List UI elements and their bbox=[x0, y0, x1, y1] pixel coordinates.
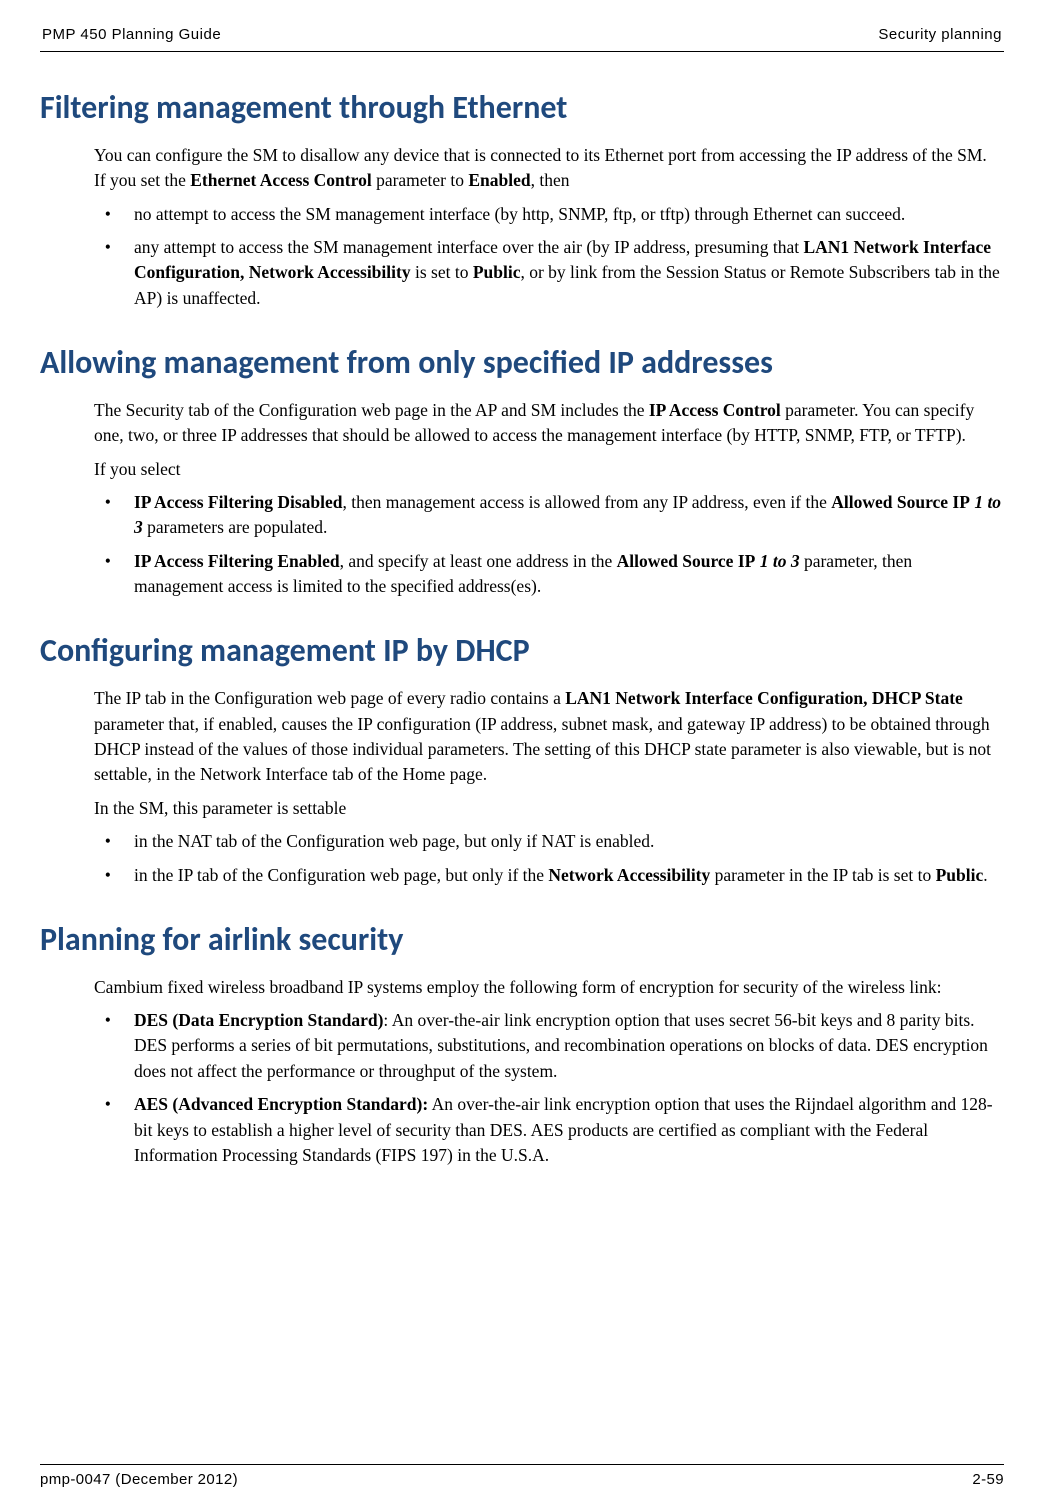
bullet-list: in the NAT tab of the Configuration web … bbox=[94, 829, 1002, 888]
paragraph: You can configure the SM to disallow any… bbox=[94, 143, 1002, 194]
paragraph: If you select bbox=[94, 457, 1002, 482]
heading-filtering-ethernet: Filtering management through Ethernet bbox=[40, 90, 1004, 127]
list-item: any attempt to access the SM management … bbox=[124, 235, 1002, 311]
list-item: in the NAT tab of the Configuration web … bbox=[124, 829, 1002, 854]
paragraph: Cambium fixed wireless broadband IP syst… bbox=[94, 975, 1002, 1000]
bullet-list: IP Access Filtering Disabled, then manag… bbox=[94, 490, 1002, 600]
paragraph: In the SM, this parameter is settable bbox=[94, 796, 1002, 821]
footer-right: 2-59 bbox=[972, 1471, 1004, 1488]
section-body: The Security tab of the Configuration we… bbox=[94, 398, 1002, 600]
footer-left: pmp-0047 (December 2012) bbox=[40, 1471, 238, 1488]
bullet-list: DES (Data Encryption Standard): An over-… bbox=[94, 1008, 1002, 1168]
page-content: Filtering management through Ethernet Yo… bbox=[40, 60, 1004, 1452]
header-right: Security planning bbox=[878, 26, 1002, 43]
heading-airlink-security: Planning for airlink security bbox=[40, 922, 1004, 959]
header-left: PMP 450 Planning Guide bbox=[42, 26, 221, 43]
page-footer: pmp-0047 (December 2012) 2-59 bbox=[40, 1464, 1004, 1488]
paragraph: The IP tab in the Configuration web page… bbox=[94, 686, 1002, 788]
heading-ip-addresses: Allowing management from only specified … bbox=[40, 345, 1004, 382]
header-rule bbox=[40, 51, 1004, 52]
list-item: IP Access Filtering Disabled, then manag… bbox=[124, 490, 1002, 541]
section-body: The IP tab in the Configuration web page… bbox=[94, 686, 1002, 888]
list-item: no attempt to access the SM management i… bbox=[124, 202, 1002, 227]
section-body: You can configure the SM to disallow any… bbox=[94, 143, 1002, 311]
heading-dhcp: Configuring management IP by DHCP bbox=[40, 633, 1004, 670]
list-item: in the IP tab of the Configuration web p… bbox=[124, 863, 1002, 888]
section-body: Cambium fixed wireless broadband IP syst… bbox=[94, 975, 1002, 1169]
bullet-list: no attempt to access the SM management i… bbox=[94, 202, 1002, 312]
list-item: IP Access Filtering Enabled, and specify… bbox=[124, 549, 1002, 600]
paragraph: The Security tab of the Configuration we… bbox=[94, 398, 1002, 449]
list-item: AES (Advanced Encryption Standard): An o… bbox=[124, 1092, 1002, 1168]
list-item: DES (Data Encryption Standard): An over-… bbox=[124, 1008, 1002, 1084]
